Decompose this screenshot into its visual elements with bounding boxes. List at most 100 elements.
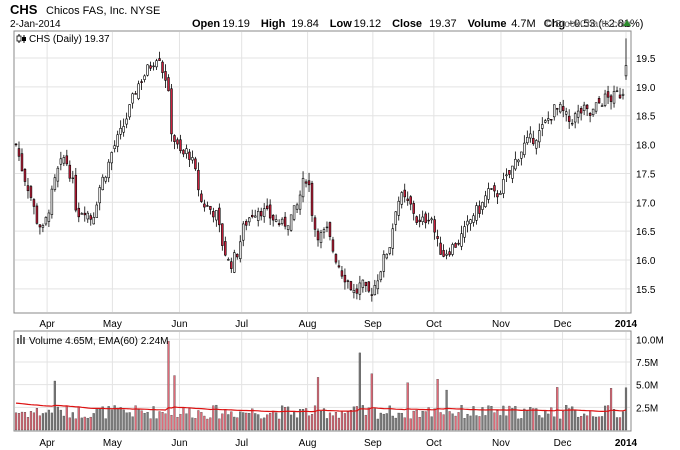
volume-month-label: Oct [426,438,442,449]
candle-body [358,282,362,295]
candle-body [215,210,218,221]
volume-bar [242,412,245,431]
volume-bar [29,411,33,431]
volume-bar [544,410,547,431]
price-month-label: May [103,319,122,330]
price-tick-label: 16.5 [636,227,656,238]
volume-bar [337,417,341,431]
volume-bar [624,387,628,431]
volume-bar [116,407,119,431]
candle-body [119,127,122,135]
candle-body [618,94,622,99]
candle-body [209,205,212,210]
candle-body [101,176,104,191]
candle-body [439,242,442,255]
price-tick-label: 18.0 [636,141,656,152]
candle-body [310,182,314,216]
volume-bar [32,412,36,431]
volume-bar [343,413,346,431]
volume-bar [427,407,430,431]
candle-body [280,218,284,224]
candle-body [149,65,152,69]
volume-bar [212,405,215,431]
volume-bar [146,412,149,431]
candle-body [277,223,281,225]
quote-value-open: 19.19 [222,18,250,30]
volume-bar [415,409,418,431]
candle-body [140,81,143,83]
candle-body [128,104,131,118]
candle-body [176,139,179,145]
volume-bar [173,375,176,431]
candle-body [191,157,194,161]
volume-bar [388,405,391,431]
candle-body [558,104,562,113]
candle-body [472,215,475,223]
volume-bar [239,411,242,431]
volume-bar [370,373,373,431]
candle-body [600,105,604,107]
candle-body [394,211,397,225]
candle-body [612,91,616,104]
volume-bar [586,415,589,431]
volume-month-label: Aug [299,438,317,449]
volume-bar [334,412,338,431]
volume-bar [595,416,598,431]
volume-bar [514,406,517,431]
candle-body [508,170,511,175]
volume-month-label: Jun [171,438,187,449]
candle-body [182,149,185,155]
quote-value-high: 19.84 [291,18,319,30]
candle-body [379,271,383,281]
candle-body [621,93,625,96]
volume-bar [296,417,299,431]
candle-body [594,102,598,112]
candle-body [116,134,119,147]
volume-bar [298,409,302,431]
volume-bar [182,407,185,431]
volume-bar [621,411,625,431]
volume-bar [612,409,616,431]
candle-body [86,212,89,220]
volume-bar [119,407,122,431]
candle-body [298,194,302,210]
candle-body [38,224,42,228]
candle-body [68,164,72,179]
volume-bar [618,417,622,431]
candle-body [236,253,239,258]
volume-bar [568,408,571,431]
volume-bar [200,412,203,431]
volume-bar [227,414,230,431]
price-tick-label: 17.5 [636,169,656,180]
candle-body [352,290,356,293]
volume-bar [248,413,251,431]
candle-body [35,205,39,224]
candle-body [161,61,164,73]
candle-body [256,210,260,221]
candle-body [567,115,571,122]
volume-bar [562,411,565,431]
candle-body [340,270,344,277]
candle-body [218,207,221,226]
volume-bar [20,411,24,431]
quote-label-chg: Chg [544,18,565,30]
volume-bar [224,409,227,431]
volume-bar [490,405,493,431]
volume-bar [290,414,293,431]
volume-bar [301,409,305,431]
candle-body [570,122,574,125]
volume-bar [430,416,433,431]
volume-bar [379,412,382,431]
volume-bar [47,409,50,431]
candle-body [490,188,493,190]
candle-body [499,193,502,195]
volume-bar [203,415,206,431]
volume-bar [606,405,610,431]
candle-body [430,218,433,221]
ema-line [15,402,627,413]
volume-x-axis: Apr May Jun Jul Aug Sep Oct Nov Dec 2014 [39,438,637,449]
candle-body [457,242,460,245]
volume-bar [304,408,308,431]
volume-bar [487,405,490,431]
price-month-label: Jul [235,319,248,330]
